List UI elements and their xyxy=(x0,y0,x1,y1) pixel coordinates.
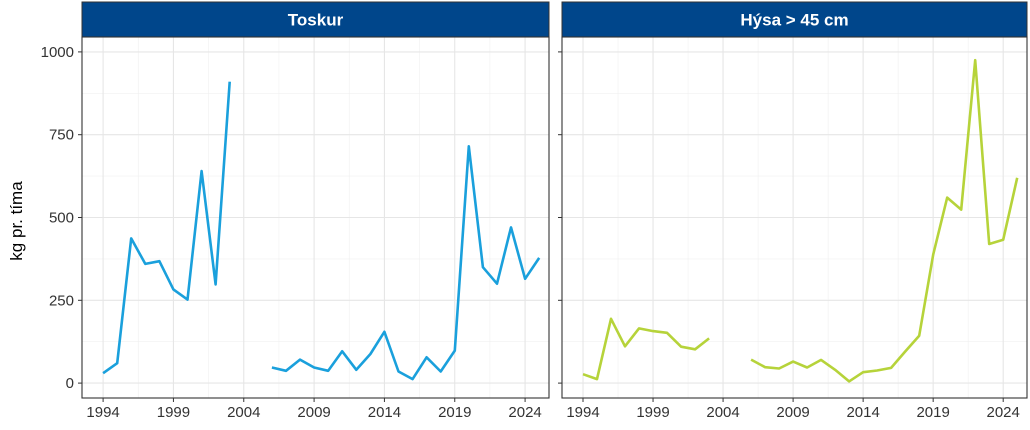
x-tick-label: 2009 xyxy=(776,404,809,421)
x-axis: 1994 1999 2004 2009 2014 2019 2024 xyxy=(86,398,542,421)
y-tick-label: 500 xyxy=(49,210,74,227)
panel-title: Hýsa > 45 cm xyxy=(740,11,848,30)
x-tick-label: 2019 xyxy=(438,404,471,421)
panel-title: Toskur xyxy=(288,11,344,30)
y-axis-label: kg pr. tíma xyxy=(7,181,26,261)
x-tick-label: 2009 xyxy=(297,404,330,421)
x-tick-label: 2004 xyxy=(706,404,739,421)
y-tick-label: 250 xyxy=(49,292,74,309)
x-tick-label: 1999 xyxy=(157,404,190,421)
series-line-1-segment-1 xyxy=(102,81,231,375)
series-line-1-segment-2 xyxy=(271,145,541,381)
panel-1: Toskur 1994 1999 2004 2009 2014 2019 2024 0 250 50… xyxy=(41,1,550,421)
x-tick-label: 2014 xyxy=(846,404,879,421)
x-tick-label: 2024 xyxy=(987,404,1020,421)
x-tick-label: 1994 xyxy=(86,404,119,421)
x-tick-label: 2014 xyxy=(368,404,401,421)
panels-area: Toskur 1994 1999 2004 2009 2014 2019 2024 0 250 50… xyxy=(41,1,1028,421)
y-axis: 0 250 500 750 1000 xyxy=(41,44,82,392)
y-tick-label: 1000 xyxy=(41,44,74,61)
x-axis: 1994 1999 2004 2009 2014 2019 2024 xyxy=(566,398,1020,421)
panel-strip xyxy=(81,1,550,38)
gridlines xyxy=(82,37,549,398)
series-line-2-segment-2 xyxy=(750,58,1019,383)
panel-2: Hýsa > 45 cm 1994 1999 2004 2009 2014 2019 2024 xyxy=(558,1,1028,421)
y-axis-title: kg pr. tíma xyxy=(7,181,26,261)
x-tick-label: 1999 xyxy=(636,404,669,421)
x-tick-label: 2004 xyxy=(227,404,260,421)
y-tick-label: 750 xyxy=(49,127,74,144)
x-tick-label: 2019 xyxy=(916,404,949,421)
gridlines xyxy=(562,37,1027,398)
y-axis xyxy=(558,51,562,384)
x-tick-label: 1994 xyxy=(566,404,599,421)
series-line-2-segment-1 xyxy=(582,317,710,381)
y-tick-label: 0 xyxy=(66,375,74,392)
panel-strip xyxy=(561,1,1028,38)
x-tick-label: 2024 xyxy=(508,404,541,421)
